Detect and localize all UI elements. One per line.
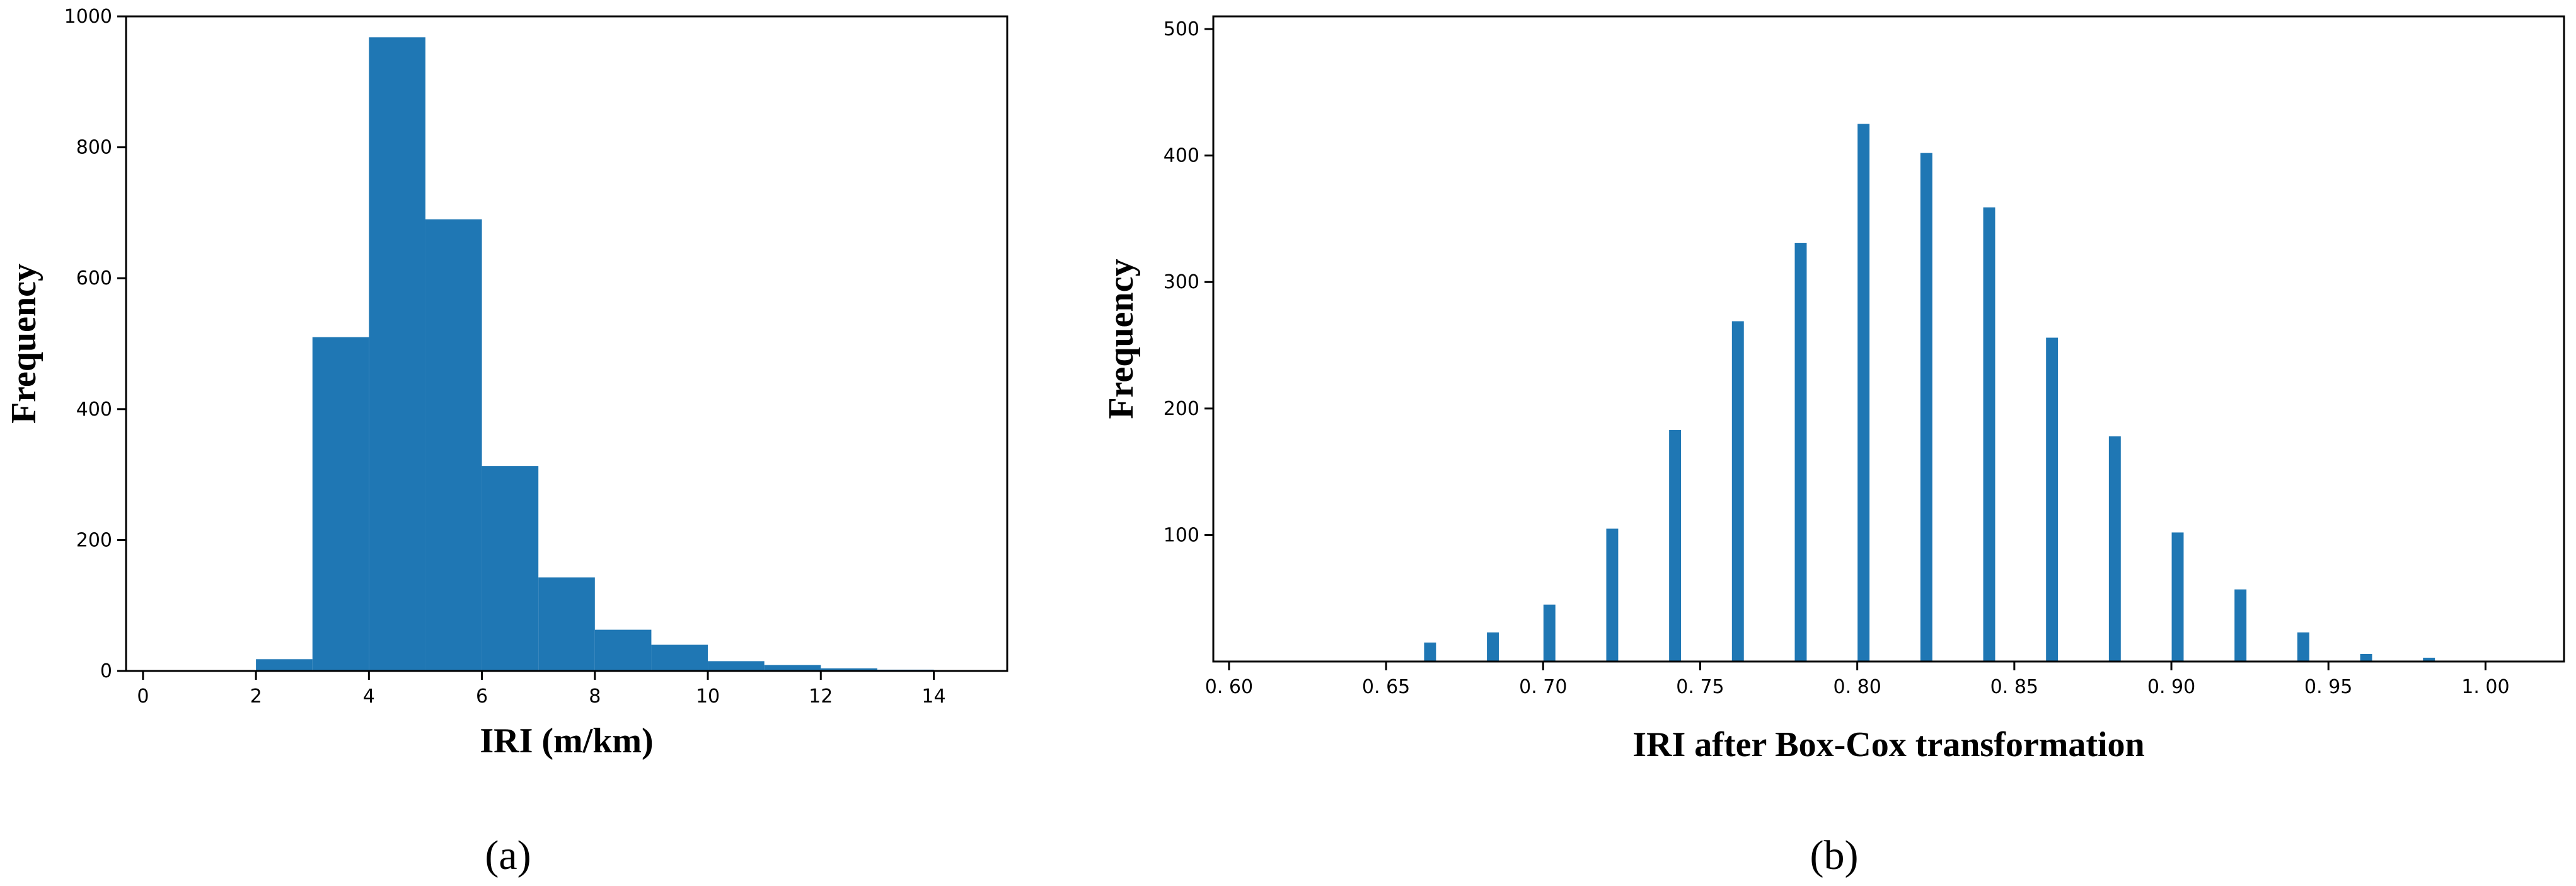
x-tick-label: 10 — [696, 685, 720, 708]
histogram-bar — [1857, 124, 1870, 662]
y-tick-label: 200 — [1164, 398, 1199, 420]
y-tick-label: 600 — [76, 267, 112, 289]
y-tick-label: 100 — [1164, 524, 1199, 546]
x-axis-ticks-b: 0. 60 0. 65 0. 70 0. 75 0. 80 0. 85 0. 90 0. 95… — [1205, 662, 2510, 698]
histogram-bar — [821, 668, 877, 671]
histogram-bar — [1606, 528, 1619, 662]
x-tick-label: 14 — [921, 685, 945, 708]
histogram-bar — [1424, 642, 1436, 662]
x-tick-label: 12 — [809, 685, 833, 708]
histogram-b-bars — [1424, 124, 2435, 662]
histogram-bar — [2360, 653, 2372, 662]
x-tick-label: 0. 75 — [1676, 676, 1724, 698]
plot-frame-a — [125, 15, 1008, 672]
y-axis-label-a: Frequency — [4, 264, 43, 424]
x-tick-label: 1. 00 — [2461, 676, 2509, 698]
x-tick-label: 4 — [363, 685, 375, 708]
y-axis-label-b: Frequency — [1102, 259, 1141, 419]
histogram-bar — [1669, 429, 1682, 662]
histogram-bar — [2234, 589, 2247, 662]
x-tick-label: 0. 70 — [1519, 676, 1567, 698]
histogram-panel-b: 0. 60 0. 65 0. 70 0. 75 0. 80 0. 85 0. 90 0. 95… — [1102, 15, 2565, 878]
histogram-bar — [2108, 436, 2121, 662]
histogram-bar — [1543, 604, 1556, 662]
histogram-bar — [764, 665, 821, 671]
y-tick-label: 800 — [76, 137, 112, 159]
histogram-bar — [1487, 632, 1499, 662]
histogram-bar — [708, 661, 765, 671]
histogram-bar — [538, 577, 595, 671]
x-axis-label-a: IRI (m/km) — [480, 721, 653, 761]
x-tick-label: 0. 65 — [1362, 676, 1410, 698]
x-tick-label: 8 — [589, 685, 601, 708]
y-tick-label: 500 — [1164, 18, 1199, 40]
histogram-bar — [482, 466, 539, 671]
y-tick-label: 300 — [1164, 271, 1199, 293]
x-tick-label: 2 — [250, 685, 262, 708]
histogram-bar — [1794, 243, 1807, 662]
panel-label-a: (a) — [485, 832, 531, 878]
histogram-bar — [2297, 632, 2309, 662]
y-axis-ticks-b: 100 200 300 400 500 — [1164, 18, 1213, 546]
histogram-bar — [2423, 657, 2435, 662]
histogram-bar — [1731, 321, 1744, 662]
histogram-bar — [369, 37, 425, 671]
x-tick-label: 6 — [476, 685, 488, 708]
histogram-bar — [1920, 153, 1932, 662]
y-tick-label: 400 — [1164, 145, 1199, 167]
y-tick-label: 0 — [100, 660, 112, 682]
x-tick-label: 0 — [137, 685, 149, 708]
y-tick-label: 1000 — [64, 6, 112, 28]
y-tick-label: 200 — [76, 529, 112, 551]
panel-label-b: (b) — [1810, 832, 1859, 878]
x-axis-label-b: IRI after Box-Cox transformation — [1632, 725, 2144, 764]
histogram-bar — [651, 644, 708, 671]
plot-frame-b — [1212, 15, 2565, 663]
histogram-bar — [2171, 532, 2184, 662]
histogram-bar — [256, 659, 313, 671]
x-tick-label: 0. 90 — [2147, 676, 2195, 698]
histogram-bar — [594, 629, 652, 671]
y-axis-ticks-a: 0 200 400 600 800 1000 — [64, 6, 126, 682]
x-tick-label: 0. 85 — [1990, 676, 2038, 698]
histogram-bar — [1983, 207, 1996, 662]
histogram-panel-a: 0 2 4 6 8 10 12 14 0 200 400 600 800 1000 IRI (m/km)… — [4, 6, 1008, 878]
x-tick-label: 0. 95 — [2304, 676, 2352, 698]
x-tick-label: 0. 80 — [1833, 676, 1881, 698]
histogram-bar — [2046, 337, 2059, 662]
histogram-bar — [312, 337, 369, 671]
histogram-a-bars — [256, 37, 991, 671]
y-tick-label: 400 — [76, 399, 112, 421]
x-tick-label: 0. 60 — [1205, 676, 1253, 698]
x-axis-ticks-a: 0 2 4 6 8 10 12 14 — [137, 671, 946, 708]
histogram-bar — [425, 219, 482, 671]
